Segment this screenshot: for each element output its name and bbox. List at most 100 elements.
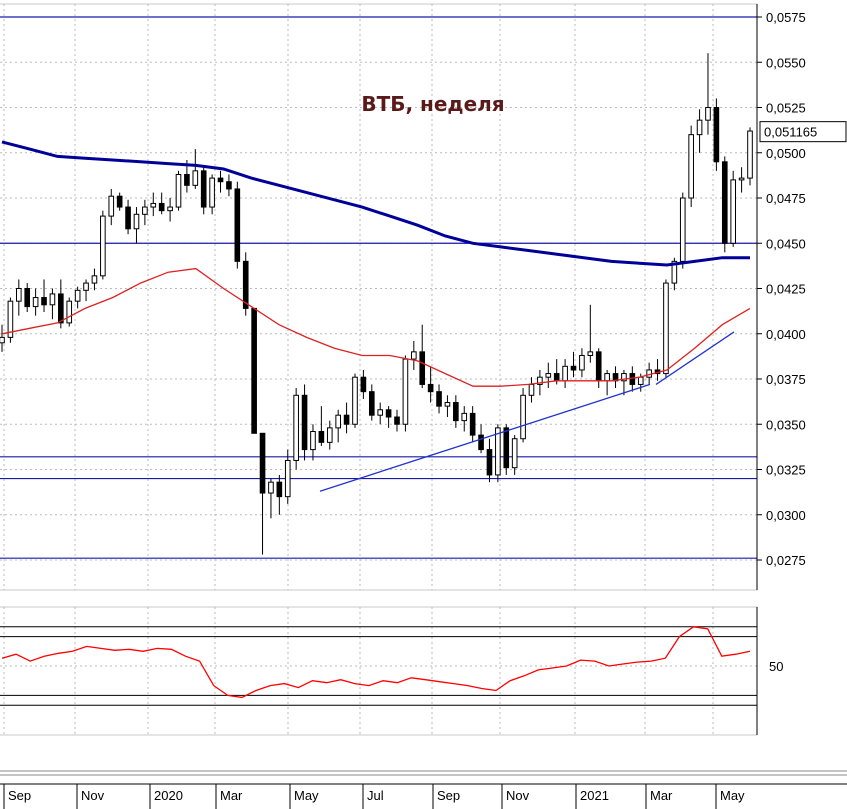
candle-body [335, 414, 341, 429]
candle-body [478, 434, 484, 451]
candle-body [360, 376, 367, 393]
x-tick-label: Sep [437, 788, 460, 803]
candle-body [108, 195, 115, 217]
candle-body [58, 293, 64, 324]
candle-body [326, 427, 333, 443]
candle-body [696, 119, 703, 136]
candle-body [528, 383, 535, 396]
y-tick-label: 0,0325 [766, 463, 806, 478]
candle-body [15, 288, 22, 302]
y-tick-label: 0,0475 [766, 191, 806, 206]
x-tick-label: 2020 [154, 788, 183, 803]
x-tick-label: Sep [8, 788, 31, 803]
x-axis: Sep Nov 2020 Mar May Jul Sep Nov 2021 Mar May [0, 770, 847, 809]
candle-body [663, 282, 669, 375]
candle-body [133, 213, 140, 230]
candle-body [74, 289, 81, 302]
candle-body [0, 336, 5, 344]
y-tick-label: 0,0575 [766, 10, 806, 25]
candle-body [209, 177, 215, 208]
candle-body [520, 394, 526, 440]
candle-body [343, 414, 350, 425]
candle-body [83, 282, 89, 291]
candle-body [242, 260, 249, 309]
candle-body [293, 394, 299, 461]
candle-body [469, 412, 476, 436]
candle-body [125, 206, 131, 230]
y-tick-label: 0,0300 [766, 508, 806, 523]
moving-average-line [1, 267, 751, 387]
x-tick-label: 2021 [580, 788, 609, 803]
x-tick-label: Mar [650, 788, 673, 803]
candle-body [217, 177, 224, 183]
candle-body [679, 197, 686, 262]
candle-body [579, 354, 585, 371]
candle-body [553, 373, 560, 382]
candle-body [368, 391, 375, 416]
candle-body [234, 188, 241, 262]
candle-body [629, 373, 636, 385]
x-tick-label: May [294, 788, 319, 803]
candle-body [310, 430, 316, 451]
y-tick-label: 0,0400 [766, 327, 806, 342]
candle-body [91, 275, 98, 284]
candle-body [142, 206, 148, 215]
chart-title: ВТБ, неделя [361, 92, 504, 116]
candle-body [486, 449, 493, 476]
candle-body [444, 402, 451, 407]
price-panel: 0,0575 0,0550 0,0525 0,0500 0,0475 0,0450 0,04… [0, 3, 847, 591]
candle-body [318, 430, 325, 443]
x-tick-label: Nov [81, 788, 105, 803]
candle-body [604, 373, 610, 382]
y-tick-label: 0,0550 [766, 55, 806, 70]
candle-body [411, 351, 417, 360]
candle-body [394, 416, 400, 425]
candle-body [150, 202, 157, 208]
candle-body [587, 351, 594, 356]
candle-body [402, 358, 409, 425]
candle-body [200, 170, 207, 208]
candle-body [175, 173, 182, 208]
candle-body [453, 402, 459, 422]
candle-body [621, 373, 627, 382]
candle-body [352, 376, 358, 425]
y-tick-label: 0,0350 [766, 417, 806, 432]
candle-body [721, 161, 728, 244]
candle-body [637, 376, 644, 385]
y-tick-label: 0,0375 [766, 372, 806, 387]
candle-body [688, 134, 694, 199]
candle-body [184, 173, 190, 186]
x-tick-label: Jul [367, 788, 384, 803]
candle-body [419, 351, 426, 385]
candle-body [570, 365, 577, 371]
candle-body [511, 438, 518, 469]
candle-body [495, 427, 501, 476]
candle-body [116, 195, 123, 208]
candle-body [595, 351, 602, 382]
oscillator-tick-label: 50 [769, 659, 783, 674]
x-tick-label: May [720, 788, 745, 803]
candle-body [436, 391, 442, 407]
candle-body [251, 307, 257, 434]
candle-body [461, 412, 468, 422]
last-price-label: 0,051165 [764, 125, 817, 140]
candle-body [537, 376, 543, 385]
x-tick-label: Mar [220, 788, 243, 803]
y-tick-label: 0,0525 [766, 101, 806, 116]
candle-body [545, 373, 552, 378]
candle-body [259, 432, 266, 494]
oscillator-panel: 50 [0, 606, 783, 736]
candle-body [747, 130, 753, 179]
candle-body [49, 293, 56, 306]
candle-body [192, 170, 199, 186]
candle-body [7, 300, 14, 338]
candle-body [503, 427, 510, 469]
trendline [655, 331, 735, 385]
oscillator-line [1, 626, 751, 699]
x-tick-label: Nov [506, 788, 530, 803]
candle-body [100, 215, 106, 277]
candle-body [385, 409, 392, 418]
y-tick-label: 0,0500 [766, 146, 806, 161]
candle-body [377, 409, 384, 416]
candle-body [671, 260, 678, 284]
